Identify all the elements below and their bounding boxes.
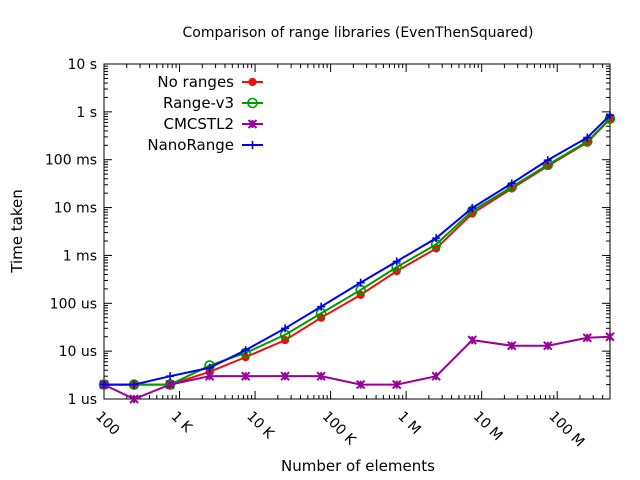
x-tick-label: 10 K [243, 409, 277, 443]
data-point-nanorange [356, 278, 365, 287]
x-tick-label: 10 M [470, 409, 506, 445]
data-point-cmcstl2 [316, 371, 326, 381]
y-tick-label: 1 s [76, 105, 97, 121]
series-range-v3 [98, 113, 616, 390]
legend-marker-range-v3 [247, 97, 258, 109]
data-point-cmcstl2 [204, 371, 215, 381]
y-tick-label: 1 ms [63, 248, 97, 264]
legend-label-cmcstl2: CMCSTL2 [164, 115, 234, 133]
data-point-nanorange [606, 111, 614, 120]
data-point-nanorange [583, 133, 592, 142]
x-tick-label: 100 [92, 409, 122, 439]
data-point-cmcstl2 [355, 379, 366, 390]
x-tick-label: 100 M [545, 409, 587, 451]
plot-frame [103, 63, 611, 400]
data-point-cmcstl2 [467, 335, 477, 345]
y-axis-label: Time taken [8, 189, 26, 273]
data-point-cmcstl2 [280, 371, 290, 381]
y-tick-label: 100 ms [45, 153, 97, 169]
y-tick-label: 1 us [67, 392, 97, 408]
data-point-nanorange [241, 346, 250, 355]
legend-marker-nanorange [248, 141, 257, 149]
y-tick-label: 10 s [67, 57, 97, 73]
data-point-cmcstl2 [543, 340, 553, 351]
data-point-nanorange [507, 179, 516, 188]
data-point-nanorange [432, 234, 441, 243]
x-axis-label: Number of elements [281, 457, 435, 475]
series-no-ranges [99, 115, 615, 389]
series-layer [98, 111, 616, 404]
data-point-nanorange [166, 372, 175, 381]
data-point-cmcstl2 [507, 340, 517, 351]
legend-label-nanorange: NanoRange [147, 136, 234, 154]
y-tick-label: 10 us [59, 344, 97, 360]
legend: No ranges Range-v3 CMCSTL2 NanoRange [147, 73, 263, 154]
data-point-nanorange [317, 302, 326, 311]
data-point-nanorange [130, 380, 139, 389]
data-point-cmcstl2 [605, 332, 615, 342]
axis-ticks: 1 us 10 us 100 us 1 ms 10 ms 100 ms 1 s 10 s 100… [45, 57, 611, 451]
series-line-nanorange [104, 114, 611, 386]
data-point-cmcstl2 [129, 394, 139, 404]
y-tick-label: 10 ms [54, 201, 97, 217]
legend-label-no-ranges: No ranges [157, 73, 234, 91]
data-point-cmcstl2 [582, 333, 592, 343]
legend-marker-cmcstl2 [247, 119, 258, 129]
series-line-range-v3 [104, 117, 611, 386]
y-tick-label: 100 us [50, 296, 97, 312]
data-point-nanorange [392, 257, 401, 266]
chart-title: Comparison of range libraries (EvenThenS… [182, 25, 533, 41]
data-point-cmcstl2 [165, 379, 175, 390]
x-tick-label: 1 M [394, 409, 423, 438]
series-cmcstl2 [99, 332, 615, 404]
legend-label-range-v3: Range-v3 [163, 94, 234, 112]
series-nanorange [100, 111, 614, 389]
data-point-nanorange [543, 156, 552, 165]
data-point-cmcstl2 [391, 379, 402, 390]
data-point-nanorange [100, 380, 108, 389]
series-line-cmcstl2 [103, 335, 611, 401]
data-point-nanorange [468, 203, 477, 212]
x-tick-label: 100 K [319, 409, 359, 449]
legend-marker-no-ranges [248, 77, 257, 87]
data-point-nanorange [281, 324, 290, 333]
data-point-nanorange [205, 363, 214, 372]
x-tick-label: 1 K [168, 409, 196, 437]
data-point-cmcstl2 [240, 371, 251, 381]
data-point-cmcstl2 [431, 371, 441, 381]
